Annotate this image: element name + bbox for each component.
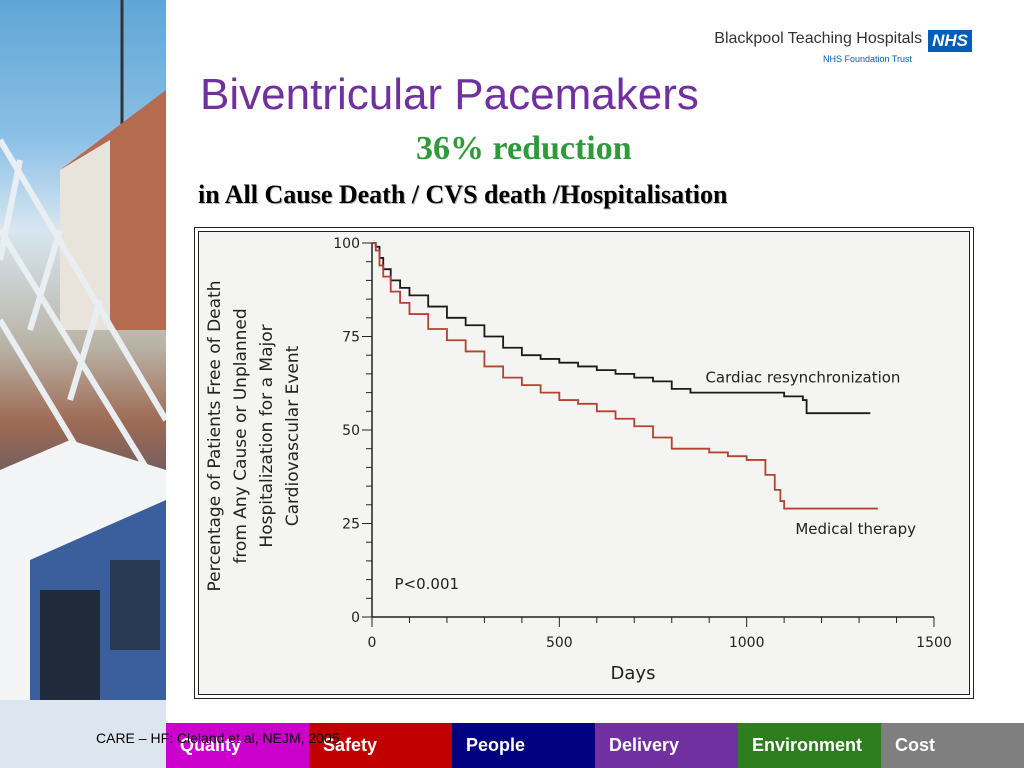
x-tick-label: 1000 [729, 635, 765, 651]
x-tick-label: 0 [368, 635, 377, 651]
series-line-medical-therapy [372, 242, 878, 510]
y-tick-label: 75 [342, 330, 360, 346]
nav-tab-safety[interactable]: Safety [309, 723, 452, 768]
nav-tab-delivery[interactable]: Delivery [595, 723, 738, 768]
citation: CARE – HF: Cleland et al, NEJM, 2005 [96, 730, 340, 746]
nav-tab-people[interactable]: People [452, 723, 595, 768]
y-axis-label-line: Hospitalization for a Major [257, 324, 277, 547]
nhs-logo: NHS [928, 30, 972, 52]
org-subtitle: NHS Foundation Trust [822, 54, 912, 64]
hospital-photo-graphic [0, 0, 166, 768]
organisation-logo: Blackpool Teaching Hospitals NHS NHS Foun… [714, 30, 972, 64]
hospital-photo [0, 0, 166, 768]
series-label-cardiac-resynchronization: Cardiac resynchronization [705, 369, 900, 387]
p-value-annotation: P<0.001 [394, 575, 459, 593]
x-axis-label: Days [611, 663, 656, 684]
nav-tab-environment[interactable]: Environment [738, 723, 881, 768]
slide-title: Biventricular Pacemakers [200, 70, 699, 119]
y-tick-label: 0 [351, 610, 360, 626]
y-axis-label-line: Cardiovascular Event [283, 345, 303, 526]
slide-subheading: in All Cause Death / CVS death /Hospital… [198, 180, 728, 209]
y-axis-label-line: from Any Cause or Unplanned [231, 308, 251, 563]
bottom-nav-bar: Quality Safety People Delivery Environment Co… [166, 723, 1024, 768]
nav-tab-cost[interactable]: Cost [881, 723, 1024, 768]
series-label-medical-therapy: Medical therapy [795, 520, 916, 538]
y-axis-label-line: Percentage of Patients Free of Death [205, 281, 225, 592]
series-line-cardiac-resynchronization [372, 242, 871, 415]
y-tick-label: 25 [342, 517, 360, 533]
org-name: Blackpool Teaching Hospitals [714, 30, 923, 47]
y-tick-label: 50 [342, 423, 360, 439]
x-tick-label: 500 [546, 635, 573, 651]
nav-tab-quality[interactable]: Quality [166, 723, 309, 768]
x-tick-label: 1500 [916, 635, 952, 651]
y-tick-label: 100 [333, 236, 360, 252]
slide-subtitle: 36% reduction [416, 130, 632, 167]
